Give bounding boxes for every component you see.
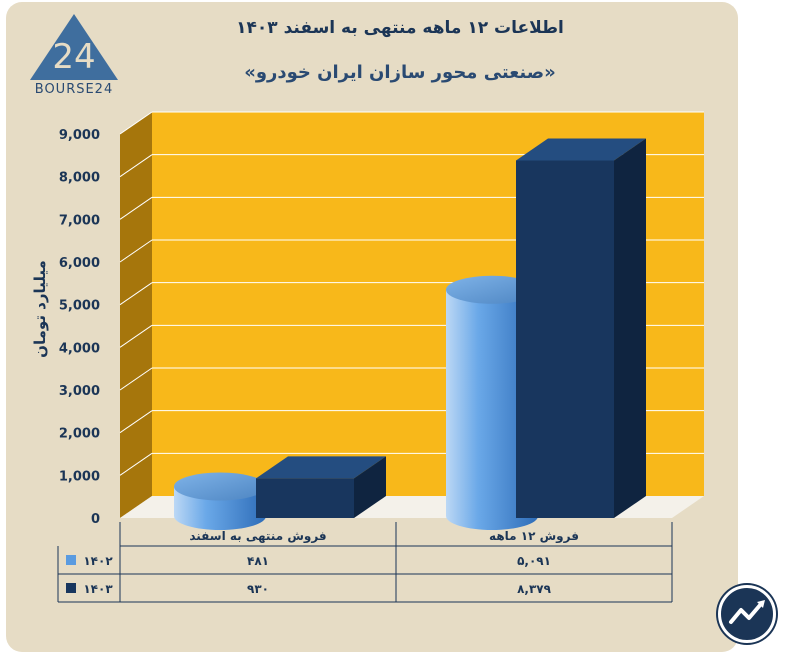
y-tick-label: 3,000 [59, 384, 100, 399]
data-label: ۸,۳۷۹ [517, 582, 552, 596]
bourse24-logo: 24 [30, 14, 118, 80]
bar-1402-top [446, 275, 538, 304]
bar-1403-top [516, 138, 646, 161]
gridline-side [119, 239, 153, 263]
bar-1402-body [446, 289, 538, 530]
bar-1403-front [256, 478, 354, 518]
logo-text: BOURSE24 [34, 82, 114, 97]
data-label: ۴۸۱ [247, 554, 269, 568]
category-label: فروش منتهی به اسفند [189, 529, 326, 544]
y-tick-label: 8,000 [59, 171, 100, 186]
legend-label: ۱۴۰۳ [83, 582, 113, 596]
data-label: ۵,۰۹۱ [517, 554, 551, 568]
gridline-side [119, 196, 153, 220]
bar-1403-side [614, 138, 646, 518]
y-tick-label: 5,000 [59, 299, 100, 314]
y-tick-label: 1,000 [59, 469, 100, 484]
bar-1403-front [516, 160, 614, 518]
trend-arrow-logo-icon [718, 585, 776, 643]
y-tick-label: 2,000 [59, 427, 100, 442]
category-label: فروش ۱۲ ماهه [489, 529, 579, 544]
gridline-side [119, 367, 153, 391]
gridline-side [119, 410, 153, 434]
chart-subtitle: «صنعتی محور سازان ایران خودرو» [244, 62, 556, 83]
y-tick-label: 4,000 [59, 341, 100, 356]
legend-swatch-1403 [66, 583, 76, 593]
bar-1403-side [354, 456, 386, 518]
y-axis-label: میلیارد تومان [31, 260, 49, 358]
gridline-side [119, 324, 153, 348]
gridline-side [119, 452, 153, 476]
gridline-side [119, 282, 153, 306]
data-label: ۹۳۰ [247, 582, 269, 596]
y-tick-label: 7,000 [59, 213, 100, 228]
legend-label: ۱۴۰۲ [83, 554, 113, 568]
y-tick-label: 9,000 [59, 128, 100, 143]
gridline-side [119, 154, 153, 178]
legend-swatch-1402 [66, 555, 76, 565]
chart-title: اطلاعات ۱۲ ماهه منتهی به اسفند ۱۴۰۳ [236, 18, 564, 38]
logo-mark: 24 [52, 37, 95, 77]
y-tick-label: 6,000 [59, 256, 100, 271]
gridline-side [119, 111, 153, 135]
bar-1402-top [174, 472, 266, 501]
y-tick-label: 0 [91, 512, 100, 527]
bar-1403-top [256, 456, 386, 479]
